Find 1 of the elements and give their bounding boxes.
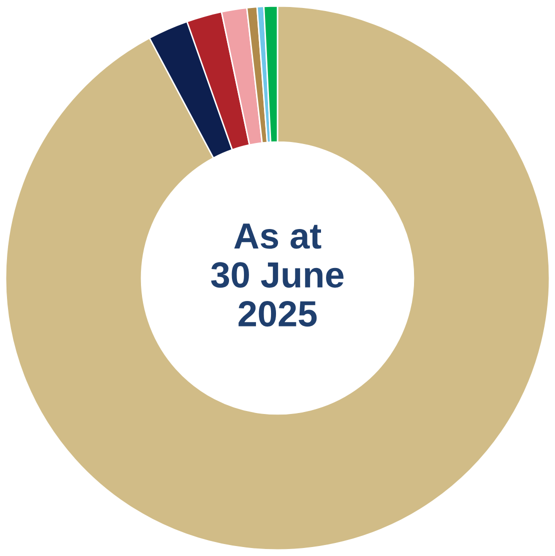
text: As at 30 June 2025: [211, 224, 344, 327]
